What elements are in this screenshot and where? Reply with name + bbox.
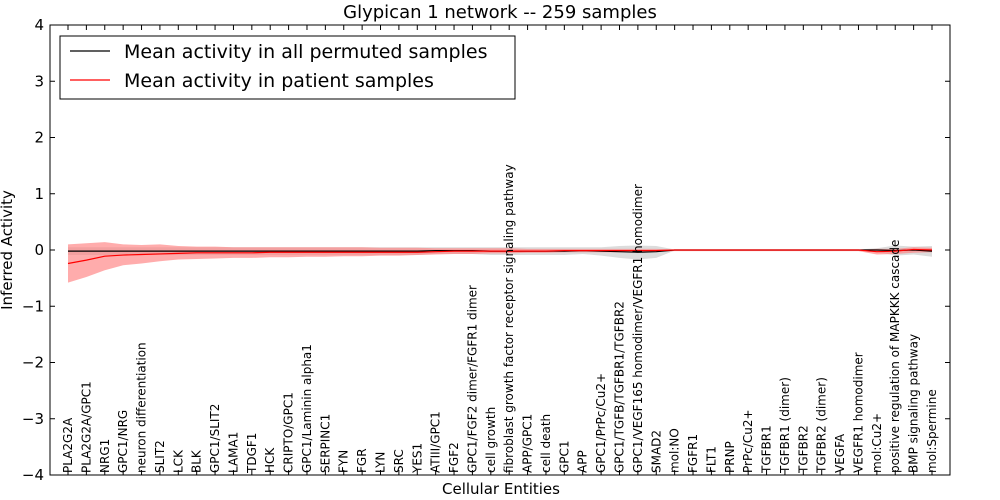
x-tick-label: SERPINC1 — [318, 414, 332, 473]
x-tick-label: mol:Spermine — [925, 389, 939, 473]
x-tick-label: positive regulation of MAPKKK cascade — [888, 240, 902, 473]
x-tick-label: BLK — [190, 449, 204, 473]
y-tick-label: −4 — [22, 466, 44, 484]
chart-title: Glypican 1 network -- 259 samples — [343, 2, 657, 23]
x-tick-label: TGFBR2 (dimer) — [815, 377, 829, 474]
x-tick-label: fibroblast growth factor receptor signal… — [502, 164, 516, 473]
x-tick-label: GPC1/NRG — [116, 410, 130, 473]
legend-box — [59, 35, 516, 100]
x-tick-label: TDGF1 — [245, 433, 259, 474]
x-tick-label: cell growth — [484, 407, 498, 473]
x-tick-label: APP — [576, 450, 590, 473]
x-tick-label: GPC1/TGFB/TGFBR1/TGFBR2 — [612, 301, 626, 473]
x-tick-label: GPC1/VEGF165 homodimer/VEGFR1 homodimer — [631, 184, 645, 473]
x-tick-label: cell death — [539, 414, 553, 473]
x-tick-label: CRIPTO/GPC1 — [282, 392, 296, 473]
x-tick-label: mol:Cu2+ — [870, 413, 884, 473]
x-tick-label: FGR — [355, 448, 369, 473]
x-tick-label: LAMA1 — [226, 432, 240, 473]
x-tick-label: TGFBR1 (dimer) — [778, 377, 792, 474]
x-tick-label: FGF2 — [447, 442, 461, 473]
x-tick-label: mol:NO — [668, 428, 682, 473]
x-tick-label: SRC — [392, 449, 406, 473]
x-tick-label: LYN — [374, 452, 388, 473]
y-tick-label: 0 — [34, 241, 44, 259]
x-tick-label: GPC1 — [557, 440, 571, 473]
x-tick-label: GPC1/Laminin alpha1 — [300, 344, 314, 473]
x-tick-label: FLT1 — [704, 446, 718, 473]
y-tick-label: 4 — [34, 16, 44, 34]
y-tick-label: 3 — [34, 72, 44, 90]
plot-area: −4 −3 −2 −1 0 1 2 3 4 PLA2G2A PLA2G2A/GPC1 NRG1 GPC1… — [22, 16, 951, 484]
x-tick-label: GPC1/PrPc/Cu2+ — [594, 373, 608, 473]
y-tick-label: −1 — [22, 297, 44, 315]
x-tick-label: HCK — [263, 447, 277, 473]
x-tick-label: TGFBR2 — [796, 425, 810, 474]
x-tick-label: PLA2G2A/GPC1 — [79, 381, 93, 473]
x-tick-label: GPC1/SLIT2 — [208, 404, 222, 473]
y-tick-label: −2 — [22, 354, 44, 372]
x-axis-label: Cellular Entities — [442, 480, 560, 498]
patient-mean-line — [67, 248, 933, 265]
x-tick-label: PrPc/Cu2+ — [741, 409, 755, 473]
y-tick-label: −3 — [22, 410, 44, 428]
x-tick-label: GPC1/FGF2 dimer/FGFR1 dimer — [465, 285, 479, 473]
x-tick-label: NRG1 — [98, 439, 112, 473]
x-tick-label: APP/GPC1 — [521, 414, 535, 473]
x-tick-label: FYN — [337, 450, 351, 473]
x-tick-label: PLA2G2A — [61, 417, 75, 473]
y-axis-label: Inferred Activity — [0, 190, 16, 310]
x-tick-label: LCK — [171, 449, 185, 473]
x-tick-label: neuron differentiation — [135, 342, 149, 473]
x-tick-label: PRNP — [723, 441, 737, 473]
x-tick-label: FGFR1 — [686, 434, 700, 473]
x-tick-label: VEGFR1 homodimer — [851, 352, 865, 473]
x-tick-label: ATIII/GPC1 — [429, 411, 443, 473]
x-tick-label: BMP signaling pathway — [907, 334, 921, 473]
legend: Mean activity in all permuted samples Me… — [59, 35, 516, 100]
y-tick-label: 1 — [34, 185, 44, 203]
x-tick-label: VEGFA — [833, 433, 847, 473]
legend-label-patient: Mean activity in patient samples — [124, 70, 434, 92]
x-tick-label: SLIT2 — [153, 440, 167, 473]
x-tick-label: YES1 — [410, 443, 424, 474]
x-tick-label: TGFBR1 — [760, 425, 774, 474]
x-tick-label: SMAD2 — [649, 430, 663, 473]
legend-label-permuted: Mean activity in all permuted samples — [124, 41, 487, 63]
y-tick-label: 2 — [34, 129, 44, 147]
